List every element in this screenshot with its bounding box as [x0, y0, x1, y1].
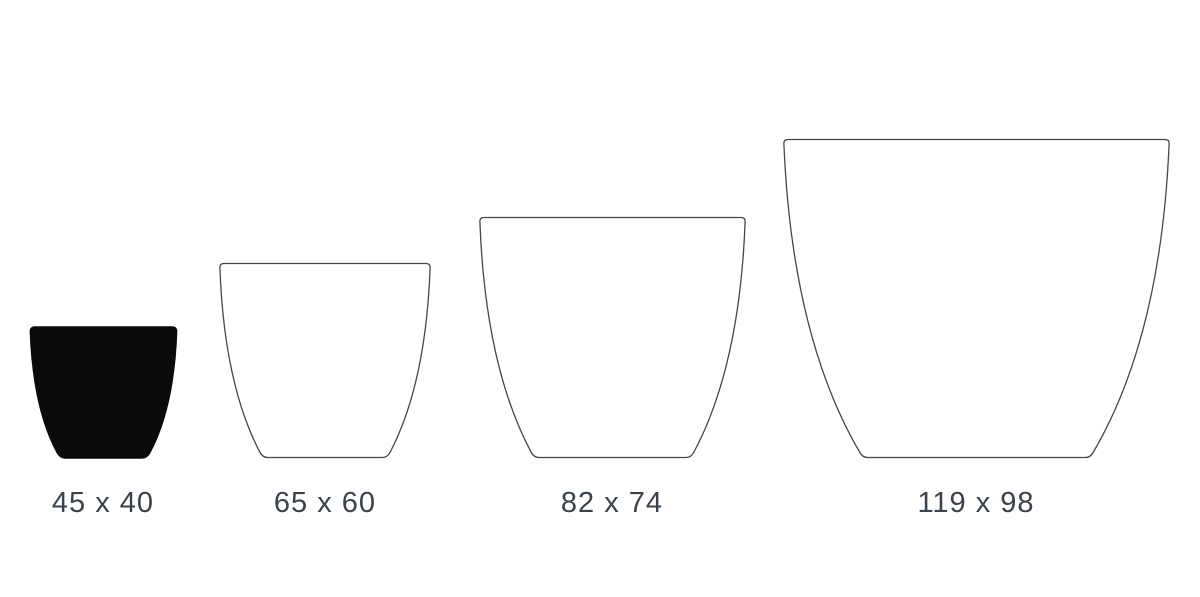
pot-size-label: 119 x 98: [917, 487, 1035, 519]
pot-shape-path: [29, 325, 177, 459]
planter-silhouette-outline: [219, 262, 431, 458]
planter-silhouette-filled: [29, 325, 177, 459]
planter-silhouette-outline: [782, 138, 1170, 458]
pot-shape-path: [219, 262, 431, 458]
pot-shape-path: [478, 216, 746, 458]
pot-shape-path: [782, 138, 1170, 458]
pot-size-label: 82 x 74: [560, 487, 664, 519]
pot-size-label: 45 x 40: [51, 487, 155, 519]
pot-size-label: 65 x 60: [273, 487, 377, 519]
planter-silhouette-outline: [478, 216, 746, 458]
